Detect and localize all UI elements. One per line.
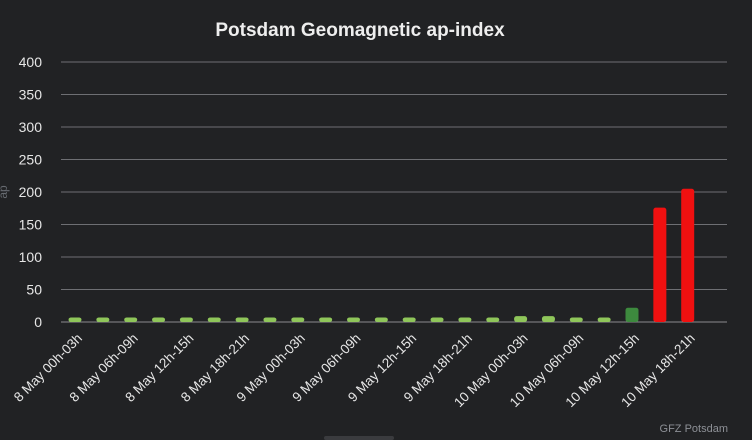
bar[interactable] xyxy=(514,316,528,322)
bar[interactable] xyxy=(179,317,193,322)
bar[interactable] xyxy=(96,317,110,322)
chart-title: Potsdam Geomagnetic ap-index xyxy=(215,20,505,41)
bar[interactable] xyxy=(541,316,555,322)
y-tick-label: 250 xyxy=(19,152,43,168)
y-tick-label: 200 xyxy=(19,184,43,200)
bar[interactable] xyxy=(207,317,221,322)
y-tick-label: 100 xyxy=(19,249,43,265)
bar[interactable] xyxy=(235,317,249,322)
bars xyxy=(68,188,695,322)
chart-credit[interactable]: GFZ Potsdam xyxy=(660,423,728,435)
y-tick-label: 0 xyxy=(34,314,42,330)
y-tick-label: 50 xyxy=(26,282,42,298)
bar[interactable] xyxy=(430,317,444,322)
bar[interactable] xyxy=(374,317,388,322)
y-tick-label: 300 xyxy=(19,119,43,135)
grid xyxy=(61,61,727,323)
y-tick-label: 400 xyxy=(19,54,43,70)
bar[interactable] xyxy=(263,317,277,322)
bar[interactable] xyxy=(597,317,611,322)
bar[interactable] xyxy=(291,317,305,322)
bar[interactable] xyxy=(569,317,583,322)
bar[interactable] xyxy=(625,307,639,322)
bar[interactable] xyxy=(458,317,472,322)
y-axis: 0 50 100 150 200 250 300 350 400 xyxy=(19,54,43,330)
bar[interactable] xyxy=(653,207,667,322)
bar[interactable] xyxy=(402,317,416,322)
y-tick-label: 150 xyxy=(19,217,43,233)
bar[interactable] xyxy=(681,188,695,322)
y-tick-label: 350 xyxy=(19,87,43,103)
bar[interactable] xyxy=(319,317,333,322)
bar[interactable] xyxy=(124,317,138,322)
y-axis-label: ap xyxy=(0,185,10,199)
bar[interactable] xyxy=(486,317,500,322)
bar[interactable] xyxy=(68,317,82,322)
scroll-indicator xyxy=(324,436,394,440)
bar[interactable] xyxy=(152,317,166,322)
bar[interactable] xyxy=(347,317,360,322)
